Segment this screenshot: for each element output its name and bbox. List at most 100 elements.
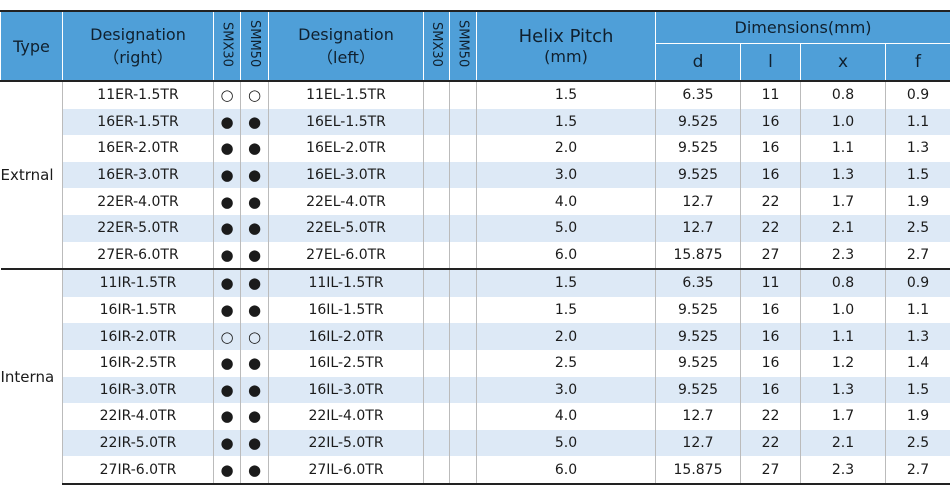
empty-cell	[450, 297, 477, 324]
empty-cell	[450, 377, 477, 404]
table-cell: 16IL-2.5TR	[269, 350, 424, 377]
table-cell: 1.1	[801, 323, 886, 350]
table-cell: 27ER-6.0TR	[63, 242, 214, 270]
table-cell: ●	[241, 350, 269, 377]
table-cell: ●	[241, 135, 269, 162]
table-cell: 27EL-6.0TR	[269, 242, 424, 270]
table-cell: 6.0	[477, 456, 656, 484]
table-cell: 2.5	[477, 350, 656, 377]
table-cell: 0.9	[886, 81, 950, 109]
empty-cell	[424, 81, 450, 109]
empty-cell	[450, 403, 477, 430]
table-cell: 11IR-1.5TR	[63, 269, 214, 297]
table-cell: ●	[214, 188, 241, 215]
empty-cell	[424, 377, 450, 404]
header-text: d	[693, 52, 704, 72]
table-cell: 6.35	[656, 269, 741, 297]
table-cell: ●	[214, 135, 241, 162]
empty-cell	[424, 215, 450, 242]
table-cell: 1.0	[801, 297, 886, 324]
header-cell: Designation（right）	[63, 11, 214, 81]
table-cell: 16EL-2.0TR	[269, 135, 424, 162]
header-text: Designation	[270, 25, 422, 44]
table-cell: 4.0	[477, 403, 656, 430]
empty-cell	[424, 456, 450, 484]
header-text: Designation	[64, 25, 212, 44]
table-cell: 1.9	[886, 188, 950, 215]
table-cell: 1.2	[801, 350, 886, 377]
table-cell: 11ER-1.5TR	[63, 81, 214, 109]
empty-cell	[450, 269, 477, 297]
table-cell: ●	[241, 403, 269, 430]
table-cell: 27IL-6.0TR	[269, 456, 424, 484]
table-cell: 12.7	[656, 215, 741, 242]
header-text: （right）	[64, 44, 212, 68]
table-cell: 11IL-1.5TR	[269, 269, 424, 297]
header-text: Helix Pitch	[478, 26, 654, 47]
table-cell: 11	[741, 81, 801, 109]
table-cell: 16	[741, 350, 801, 377]
table-cell: 16IR-2.5TR	[63, 350, 214, 377]
header-cell: Type	[1, 11, 63, 81]
empty-cell	[424, 135, 450, 162]
empty-cell	[424, 109, 450, 136]
empty-cell	[450, 162, 477, 189]
table-cell: 22EL-5.0TR	[269, 215, 424, 242]
table-cell: 9.525	[656, 323, 741, 350]
empty-cell	[424, 269, 450, 297]
table-cell: 6.0	[477, 242, 656, 270]
table-cell: ●	[241, 456, 269, 484]
header-cell: Designation（left）	[269, 11, 424, 81]
header-cell: f	[886, 44, 950, 82]
table-cell: 22EL-4.0TR	[269, 188, 424, 215]
table-cell: 3.0	[477, 377, 656, 404]
table-cell: 0.8	[801, 269, 886, 297]
header-cell: Dimensions(mm)	[656, 11, 950, 44]
table-cell: 16	[741, 323, 801, 350]
header-cell: Helix Pitch(mm)	[477, 11, 656, 81]
table-cell: 22IL-5.0TR	[269, 430, 424, 457]
table-cell: 1.5	[477, 81, 656, 109]
table-cell: ●	[241, 215, 269, 242]
table-cell: 11EL-1.5TR	[269, 81, 424, 109]
table-cell: 1.1	[886, 109, 950, 136]
table-cell: 5.0	[477, 430, 656, 457]
empty-cell	[424, 350, 450, 377]
table-cell: 2.3	[801, 456, 886, 484]
table-cell: ●	[241, 269, 269, 297]
empty-cell	[450, 215, 477, 242]
table-cell: 1.5	[886, 377, 950, 404]
table-cell: 1.5	[477, 297, 656, 324]
table-cell: 16	[741, 135, 801, 162]
table-cell: 27IR-6.0TR	[63, 456, 214, 484]
header-cell: SMX30	[424, 11, 450, 81]
type-cell: Interna	[1, 269, 63, 484]
table-cell: 2.7	[886, 242, 950, 270]
empty-cell	[424, 242, 450, 270]
table-cell: ○	[241, 323, 269, 350]
table-cell: 9.525	[656, 109, 741, 136]
table-cell: 22	[741, 430, 801, 457]
table-cell: 16ER-1.5TR	[63, 109, 214, 136]
table-cell: 4.0	[477, 188, 656, 215]
table-cell: 22IR-5.0TR	[63, 430, 214, 457]
table-cell: 16IR-3.0TR	[63, 377, 214, 404]
table-cell: 1.5	[477, 269, 656, 297]
table-cell: ●	[241, 162, 269, 189]
header-text: SMM50	[247, 20, 262, 67]
header-text: Type	[13, 37, 50, 56]
table-cell: 0.9	[886, 269, 950, 297]
type-cell: Extrnal	[1, 81, 63, 269]
table-cell: 2.5	[886, 430, 950, 457]
table-cell: 1.7	[801, 403, 886, 430]
table-cell: 9.525	[656, 350, 741, 377]
table-cell: ●	[214, 456, 241, 484]
table-cell: 2.5	[886, 215, 950, 242]
